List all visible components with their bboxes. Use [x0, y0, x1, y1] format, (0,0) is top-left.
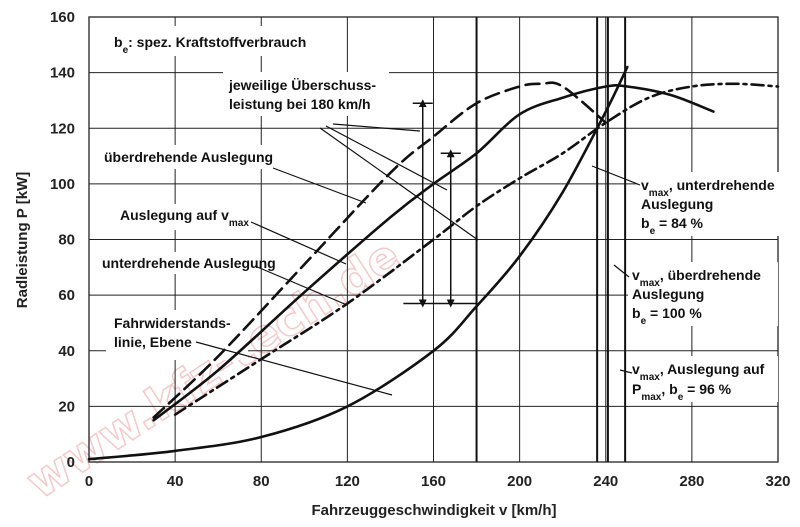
- surplus-label-line1: jeweilige Überschuss-: [228, 77, 376, 93]
- leader-r2: [613, 264, 630, 278]
- x-tick-label: 40: [167, 473, 184, 490]
- leader-under: [254, 265, 348, 306]
- over-label: überdrehende Auslegung: [104, 149, 273, 165]
- leader-resist: [195, 341, 393, 396]
- y-tick-label: 100: [50, 176, 75, 193]
- x-tick-label: 200: [507, 473, 532, 490]
- resist-label-line1: Fahrwiderstands-: [114, 315, 231, 331]
- y-tick-label: 160: [50, 9, 75, 26]
- curve-ueberdrehend: [152, 81, 608, 419]
- leader-vmax: [250, 221, 347, 265]
- x-tick-label: 240: [593, 473, 618, 490]
- x-tick-label: 160: [421, 473, 446, 490]
- vmax-pmax-label: vmax, Auslegung auf Pmax, be = 96 %: [632, 361, 768, 403]
- y-axis-title: Radleistung P [kW]: [14, 172, 31, 308]
- leader-lines: [195, 123, 641, 396]
- resist-label-line2: linie, Ebene: [114, 334, 192, 350]
- annotations: be: spez. Kraftstoffverbrauch jeweilige …: [102, 34, 779, 403]
- resist-label: Fahrwiderstands- linie, Ebene: [114, 315, 235, 350]
- leader-surplus-1: [332, 123, 421, 132]
- x-tick-label: 320: [765, 473, 790, 490]
- under-label: unterdrehende Auslegung: [102, 255, 276, 271]
- y-tick-label: 20: [58, 398, 75, 415]
- y-tick-label: 60: [58, 287, 75, 304]
- x-tick-label: 0: [85, 473, 93, 490]
- curve-unterdrehend: [173, 82, 780, 416]
- leader-r1: [591, 165, 641, 186]
- curve-fahrwiderstand: [87, 65, 629, 461]
- y-tick-labels: 0 20 40 60 80 100 120 140 160: [50, 9, 75, 471]
- x-tick-label: 120: [335, 473, 360, 490]
- be-label: be: spez. Kraftstoffverbrauch: [114, 34, 306, 56]
- leader-r3: [619, 369, 633, 374]
- x-tick-label: 280: [679, 473, 704, 490]
- y-tick-label: 140: [50, 65, 75, 82]
- x-axis-title: Fahrzeuggeschwindigkeit v [km/h]: [311, 502, 556, 519]
- leader-surplus-3: [319, 127, 479, 241]
- vmax-over-label: vmax, überdrehende Auslegung be = 100 %: [632, 267, 765, 327]
- surplus-label: jeweilige Überschuss- leistung bei 180 k…: [228, 77, 380, 112]
- y-tick-label: 80: [58, 232, 75, 249]
- y-tick-label: 40: [58, 343, 75, 360]
- curves: [87, 65, 780, 461]
- surplus-arrows: [403, 99, 477, 308]
- leader-surplus-2: [325, 125, 448, 191]
- x-tick-label: 80: [253, 473, 270, 490]
- plot-frame: [88, 16, 779, 463]
- surplus-label-line2: leistung bei 180 km/h: [229, 96, 371, 112]
- y-tick-label: 0: [67, 454, 75, 471]
- x-tick-labels: 0 40 80 120 160 200 240 280 320: [85, 473, 791, 490]
- vmax-under-label: vmax, unterdrehende Auslegung be = 84 %: [641, 177, 779, 237]
- y-tick-label: 120: [50, 120, 75, 137]
- curve-vmax: [152, 84, 715, 422]
- leader-over: [272, 167, 367, 204]
- vmax-label: Auslegung auf vmax: [120, 207, 249, 229]
